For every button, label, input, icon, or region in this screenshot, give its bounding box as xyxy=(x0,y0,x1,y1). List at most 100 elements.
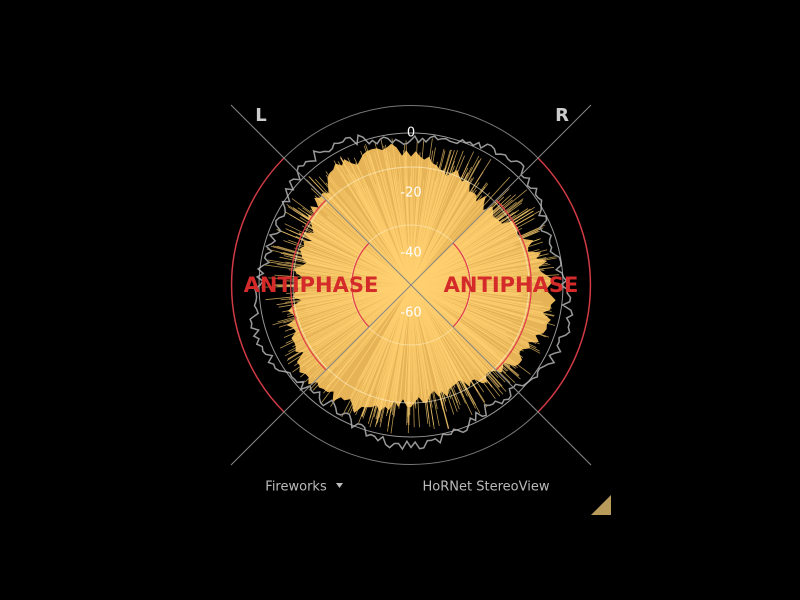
burst-ray xyxy=(410,284,543,303)
burst-ray xyxy=(284,284,412,332)
ring-40 xyxy=(350,224,472,346)
burst-ray xyxy=(410,284,486,403)
burst-ray xyxy=(410,284,449,391)
burst-ray xyxy=(410,161,412,286)
burst-ray xyxy=(410,284,538,309)
burst-ray xyxy=(410,247,513,286)
burst-ray xyxy=(399,177,412,286)
burst-ray xyxy=(410,158,482,286)
burst-ray xyxy=(410,149,451,286)
burst-ray xyxy=(378,284,412,418)
burst-ray xyxy=(410,284,455,415)
burst-ray xyxy=(323,284,412,394)
burst-ray xyxy=(410,284,524,286)
burst-ray xyxy=(410,138,425,286)
burst-ray xyxy=(336,284,412,368)
burst-ray xyxy=(368,154,412,286)
burst-ray xyxy=(377,165,412,286)
burst-ray xyxy=(296,284,412,306)
burst-ray xyxy=(303,284,412,360)
burst-ray xyxy=(410,211,514,286)
peak-outline xyxy=(249,134,574,451)
burst-ray xyxy=(410,177,475,286)
burst-ray xyxy=(299,284,412,335)
burst-ray xyxy=(410,284,476,370)
burst-ray xyxy=(410,150,464,286)
left-label: L xyxy=(255,105,266,126)
burst-ray xyxy=(313,284,412,378)
burst-ray xyxy=(373,284,412,418)
burst-ray xyxy=(297,284,412,304)
burst-ray xyxy=(410,150,446,286)
burst-ray xyxy=(312,284,412,391)
burst-ray xyxy=(410,284,456,388)
burst-ray xyxy=(387,284,412,432)
antiphase-warning: ANTIPHASE xyxy=(444,273,579,297)
burst-ray xyxy=(410,155,465,286)
burst-ray xyxy=(330,284,412,407)
burst-ray xyxy=(363,284,412,382)
burst-ray xyxy=(410,257,547,286)
burst-ray xyxy=(399,284,412,402)
mode-label[interactable]: Fireworks xyxy=(265,480,327,495)
burst-ray xyxy=(410,284,500,388)
burst-ray xyxy=(350,163,412,286)
burst-ray xyxy=(295,273,412,286)
resize-handle[interactable] xyxy=(591,495,611,515)
burst-ray xyxy=(277,264,412,286)
burst-ray xyxy=(410,155,480,286)
burst-ray xyxy=(410,284,541,331)
burst-ray xyxy=(410,226,543,286)
burst-ray xyxy=(355,162,412,286)
ring-20 xyxy=(292,166,530,404)
burst-ray xyxy=(393,284,412,417)
burst-ray xyxy=(410,192,491,286)
mode-selector[interactable]: Fireworks xyxy=(265,480,343,495)
burst-ray xyxy=(351,172,412,286)
burst-ray xyxy=(404,152,412,286)
burst-ray xyxy=(321,228,412,286)
burst-ray xyxy=(366,284,412,393)
burst-ray xyxy=(410,249,548,286)
burst-ray xyxy=(301,284,412,368)
burst-ray xyxy=(410,186,486,286)
burst-ray xyxy=(410,138,433,286)
burst-ray xyxy=(410,284,463,392)
burst-ray xyxy=(327,194,412,286)
burst-ray xyxy=(326,216,412,286)
antiphase-arcs xyxy=(290,199,532,371)
burst-ray xyxy=(410,204,504,286)
burst-ray xyxy=(270,245,412,286)
burst-ray xyxy=(283,252,412,286)
burst-ray xyxy=(410,168,449,286)
burst-ray xyxy=(410,176,511,286)
burst-ray xyxy=(410,284,511,341)
burst-ray xyxy=(288,269,412,286)
burst-ray xyxy=(283,240,412,286)
burst-ray xyxy=(301,225,412,286)
burst-ray xyxy=(410,284,444,406)
burst-ray xyxy=(304,284,412,291)
burst-ray xyxy=(294,247,412,286)
burst-ray xyxy=(410,284,440,426)
fireworks-display xyxy=(249,134,574,451)
burst-ray xyxy=(348,195,412,286)
ring-label: -60 xyxy=(400,306,421,321)
burst-ray xyxy=(410,179,425,286)
burst-ray xyxy=(410,168,432,286)
burst-ray xyxy=(294,284,412,299)
burst-ray xyxy=(358,284,412,424)
burst-ray xyxy=(274,274,412,286)
burst-ray xyxy=(410,284,517,289)
burst-ray xyxy=(410,180,434,286)
burst-ray xyxy=(306,284,412,313)
ring-label: -40 xyxy=(400,246,421,261)
burst-ray xyxy=(410,284,452,390)
ring-label: 0 xyxy=(407,126,415,141)
burst-ray xyxy=(410,284,536,336)
burst-ray xyxy=(298,233,412,286)
burst-ray xyxy=(410,140,418,286)
dropdown-arrow[interactable] xyxy=(336,483,343,488)
burst-ray xyxy=(410,284,485,393)
